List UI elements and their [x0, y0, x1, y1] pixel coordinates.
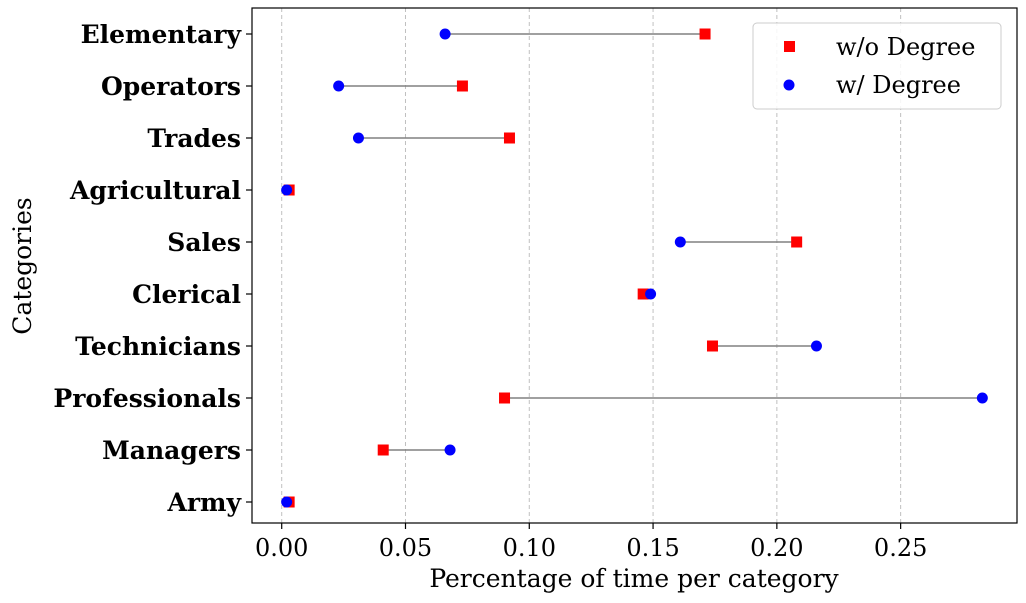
w-degree-point [281, 496, 293, 508]
wo-degree-point [377, 444, 389, 456]
w-degree-point [281, 184, 293, 196]
legend-marker-w-degree [783, 79, 795, 91]
wo-degree-point [706, 340, 718, 352]
w-degree-point [352, 132, 364, 144]
legend-box [752, 22, 1002, 110]
x-tick-label: 0.20 [750, 534, 803, 562]
x-tick-label: 0.00 [255, 534, 308, 562]
wo-degree-point [791, 236, 803, 248]
y-axis-title: Categories [8, 197, 37, 335]
y-axis: Army Managers Professionals Technicians Cler… [53, 20, 252, 517]
wo-degree-point [699, 28, 711, 40]
category-label: Professionals [53, 384, 241, 413]
wo-degree-point [456, 80, 468, 92]
category-label: Sales [167, 228, 241, 257]
category-label: Trades [147, 124, 241, 153]
w-degree-point [444, 444, 456, 456]
marker-layer [281, 28, 988, 508]
category-label: Operators [101, 72, 241, 101]
category-label: Managers [102, 436, 241, 465]
legend: w/o Degree w/ Degree [752, 22, 1002, 110]
wo-degree-point [499, 392, 511, 404]
x-axis-title: Percentage of time per category [429, 564, 839, 593]
w-degree-point [439, 28, 451, 40]
x-axis: 0.00 0.05 0.10 0.15 0.20 0.25 [255, 523, 927, 562]
legend-label-w-degree: w/ Degree [836, 71, 961, 99]
w-degree-point [645, 288, 657, 300]
x-tick-label: 0.15 [626, 534, 679, 562]
w-degree-point [674, 236, 686, 248]
plot-frame [251, 7, 1018, 524]
category-label: Army [166, 488, 242, 517]
x-tick-label: 0.25 [874, 534, 927, 562]
wo-degree-point [637, 288, 649, 300]
w-degree-point [810, 340, 822, 352]
x-tick-label: 0.05 [379, 534, 432, 562]
legend-marker-wo-degree [784, 41, 795, 52]
category-label: Technicians [75, 332, 241, 361]
category-label: Agricultural [69, 176, 241, 205]
w-degree-point [976, 392, 988, 404]
legend-label-wo-degree: w/o Degree [836, 33, 975, 61]
x-tick-label: 0.10 [503, 534, 556, 562]
category-label: Elementary [81, 20, 243, 49]
wo-degree-point [503, 132, 515, 144]
category-label: Clerical [132, 280, 241, 309]
w-degree-point [333, 80, 345, 92]
connector-layer [286, 33, 983, 503]
